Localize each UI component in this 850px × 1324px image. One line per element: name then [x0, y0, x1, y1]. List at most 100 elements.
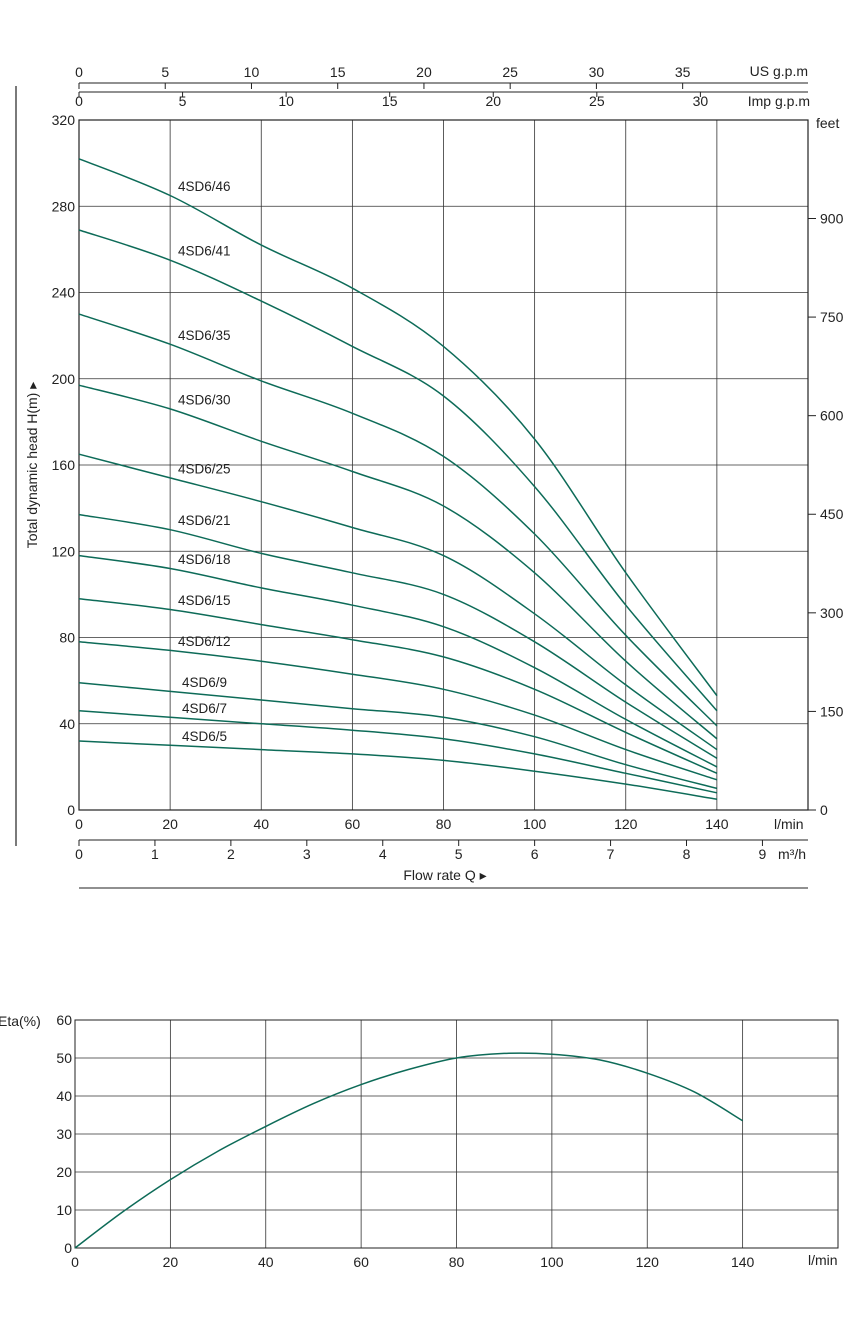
us-gpm-axis-label: US g.p.m: [750, 63, 808, 79]
head-y-axis-title: Total dynamic head H(m) ▸: [24, 382, 40, 549]
us-gpm-tick-label: 10: [244, 64, 260, 80]
imp-gpm-axis: 0 5 10 15 20 25 30: [75, 91, 808, 109]
head-chart-grid: [79, 119, 808, 811]
imp-gpm-tick-label: 25: [589, 93, 605, 109]
head-curve-label: 4SD6/41: [178, 244, 231, 259]
head-curves: [78, 158, 718, 800]
feet-tick-label: 900: [820, 210, 844, 226]
imp-gpm-tick-label: 30: [693, 93, 709, 109]
head-curve-line: [78, 513, 718, 759]
us-gpm-tick-label: 20: [416, 64, 432, 80]
feet-tick-label: 750: [820, 309, 844, 325]
eta-y-tick-label: 40: [56, 1088, 72, 1104]
head-curve-line: [78, 710, 718, 794]
head-y-tick-label: 0: [67, 802, 75, 818]
head-curve-label: 4SD6/5: [182, 729, 227, 744]
us-gpm-axis: 0 5 10 15 20 25 30 35: [75, 64, 808, 89]
eta-x-tick-label: 80: [449, 1254, 465, 1270]
head-curve-line: [78, 682, 718, 790]
head-curve-labels: 4SD6/46 4SD6/41 4SD6/35 4SD6/30 4SD6/25 4SD6/…: [178, 179, 231, 744]
head-curve-line: [78, 554, 718, 768]
eta-y-axis-title: Eta(%): [0, 1013, 41, 1029]
us-gpm-tick-label: 30: [589, 64, 605, 80]
head-x-tick-label: 40: [253, 816, 269, 832]
eta-x-tick-label: 40: [258, 1254, 274, 1270]
eta-y-tick-label: 20: [56, 1164, 72, 1180]
head-curve-line: [78, 229, 718, 712]
head-x-unit-label: l/min: [774, 816, 804, 832]
head-y-tick-label: 280: [52, 198, 76, 214]
eta-y-tick-label: 30: [56, 1126, 72, 1142]
feet-tick-label: 600: [820, 408, 844, 424]
m3h-tick-label: 4: [379, 846, 387, 862]
head-curve-label: 4SD6/18: [178, 552, 231, 567]
head-curve-label: 4SD6/35: [178, 328, 231, 343]
eta-x-tick-label: 0: [71, 1254, 79, 1270]
head-y-tick-label: 80: [59, 630, 75, 646]
eta-y-tick-label: 60: [56, 1012, 72, 1028]
eta-x-tick-labels: 0 20 40 60 80 100 120 140: [71, 1254, 754, 1270]
feet-tick-label: 450: [820, 506, 844, 522]
head-curve-line: [78, 453, 718, 751]
imp-gpm-tick-label: 15: [382, 93, 398, 109]
head-curve-label: 4SD6/30: [178, 392, 231, 407]
eta-y-tick-label: 0: [64, 1240, 72, 1256]
m3h-axis: 0 1 2 3 4 5 6 7 8 9: [75, 839, 808, 862]
m3h-tick-label: 1: [151, 846, 159, 862]
feet-tick-label: 300: [820, 605, 844, 621]
head-y-tick-label: 320: [52, 112, 76, 128]
eta-x-unit-label: l/min: [808, 1252, 838, 1268]
eta-x-tick-label: 60: [353, 1254, 369, 1270]
head-curve-label: 4SD6/7: [182, 701, 227, 716]
m3h-tick-label: 2: [227, 846, 235, 862]
eta-x-tick-label: 120: [636, 1254, 660, 1270]
eta-y-tick-labels: 0 10 20 30 40 50 60: [56, 1012, 72, 1256]
head-x-tick-label: 120: [614, 816, 638, 832]
m3h-tick-label: 8: [683, 846, 691, 862]
feet-tick-label: 0: [820, 802, 828, 818]
head-curve-label: 4SD6/25: [178, 461, 231, 476]
m3h-tick-label: 9: [759, 846, 767, 862]
m3h-tick-label: 6: [531, 846, 539, 862]
head-x-tick-label: 100: [523, 816, 547, 832]
head-curve-label: 4SD6/21: [178, 513, 231, 528]
m3h-tick-label: 5: [455, 846, 463, 862]
head-curve-line: [78, 740, 718, 800]
imp-gpm-tick-label: 10: [278, 93, 294, 109]
head-curve-line: [78, 597, 718, 774]
head-curve-line: [78, 384, 718, 740]
eta-curve-line: [74, 1052, 743, 1249]
head-y-tick-label: 240: [52, 285, 76, 301]
head-y-tick-label: 120: [52, 543, 76, 559]
us-gpm-tick-label: 5: [161, 64, 169, 80]
m3h-tick-label: 3: [303, 846, 311, 862]
m3h-tick-label: 0: [75, 846, 83, 862]
imp-gpm-tick-label: 20: [485, 93, 501, 109]
head-x-tick-label: 60: [345, 816, 361, 832]
eta-plot-frame: [74, 1019, 839, 1249]
eta-x-tick-label: 140: [731, 1254, 755, 1270]
imp-gpm-tick-label: 0: [75, 93, 83, 109]
head-y-tick-label: 200: [52, 371, 76, 387]
eta-curves: [74, 1052, 743, 1249]
head-y-tick-label: 160: [52, 457, 76, 473]
head-x-tick-label: 140: [705, 816, 729, 832]
head-x-axis-title: Flow rate Q ▸: [403, 867, 486, 883]
feet-axis: 0 150 300 450 600 750 900: [808, 210, 844, 818]
head-curve-line: [78, 641, 718, 781]
imp-gpm-axis-label: Imp g.p.m: [748, 93, 810, 109]
us-gpm-tick-label: 25: [502, 64, 518, 80]
us-gpm-tick-label: 35: [675, 64, 691, 80]
m3h-axis-label: m³/h: [778, 846, 806, 862]
eta-y-tick-label: 50: [56, 1050, 72, 1066]
eta-chart-grid: [75, 1019, 838, 1249]
head-y-tick-label: 40: [59, 716, 75, 732]
head-curve-label: 4SD6/9: [182, 675, 227, 690]
head-y-tick-labels: 0 40 80 120 160 200 240 280 320: [52, 112, 76, 818]
head-x-tick-label: 80: [436, 816, 452, 832]
head-curve-line: [78, 313, 718, 727]
head-plot-frame: [78, 119, 809, 811]
m3h-tick-label: 7: [607, 846, 615, 862]
